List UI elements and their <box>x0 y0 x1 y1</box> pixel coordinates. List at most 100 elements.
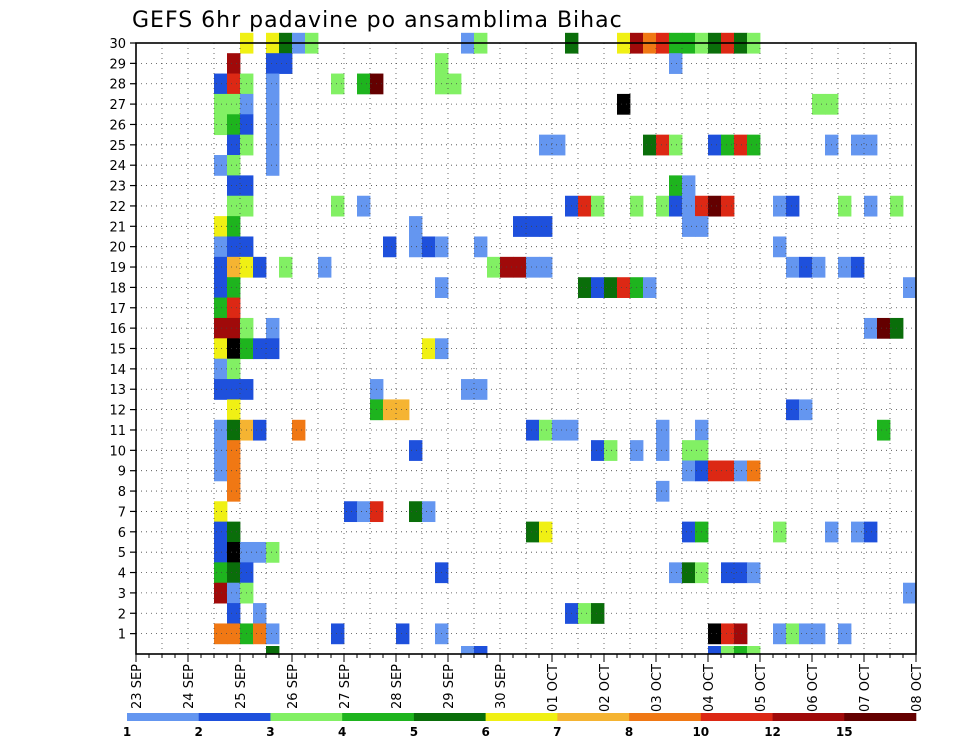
heatmap-cell <box>721 562 735 584</box>
heatmap-cell <box>656 480 670 502</box>
heatmap-cell <box>266 646 280 655</box>
colorbar-swatch <box>413 713 486 721</box>
colorbar-label: 10 <box>692 725 709 739</box>
heatmap-cell <box>864 195 878 217</box>
heatmap-cell <box>903 277 917 298</box>
heatmap-cell <box>526 419 540 441</box>
x-tick-label: 25 SEP <box>234 664 249 709</box>
heatmap-cell <box>474 379 488 400</box>
x-tick-label: 06 OCT <box>806 664 821 712</box>
heatmap-cell <box>747 646 761 655</box>
heatmap-cell <box>266 73 280 95</box>
y-tick-label: 11 <box>109 424 126 439</box>
y-tick-label: 4 <box>118 567 126 582</box>
heatmap-cell <box>578 195 592 217</box>
heatmap-cell <box>773 521 787 543</box>
heatmap-cell <box>214 501 228 523</box>
heatmap-cell <box>214 440 228 461</box>
y-tick-label: 15 <box>109 343 126 358</box>
heatmap-cell <box>214 297 228 319</box>
heatmap-cell <box>227 73 241 95</box>
heatmap-cell <box>227 358 241 380</box>
heatmap-cell <box>383 399 397 421</box>
heatmap-cell <box>227 480 241 502</box>
heatmap-cell <box>318 256 332 278</box>
heatmap-cell <box>227 379 241 400</box>
heatmap-cell <box>864 317 878 339</box>
y-tick-label: 23 <box>109 180 126 195</box>
heatmap-cell <box>422 338 436 360</box>
heatmap-cell <box>682 460 696 482</box>
heatmap-cell <box>838 195 852 217</box>
y-tick-label: 30 <box>109 37 126 52</box>
colorbar-label: 1 <box>123 725 131 739</box>
heatmap-cell <box>214 541 228 563</box>
y-tick-label: 24 <box>109 159 126 174</box>
heatmap-cell <box>214 379 228 400</box>
heatmap-cell <box>721 195 735 217</box>
heatmap-cell <box>708 460 722 482</box>
heatmap-cell <box>214 562 228 584</box>
heatmap-cell <box>422 501 436 523</box>
heatmap-cell <box>591 603 605 624</box>
heatmap-cell <box>279 256 293 278</box>
y-tick-label: 18 <box>109 281 126 296</box>
y-tick-label: 21 <box>109 220 126 235</box>
heatmap-cell <box>552 134 566 156</box>
y-tick-label: 28 <box>109 78 126 93</box>
colorbar-swatch <box>700 713 773 721</box>
heatmap-cell <box>227 155 241 176</box>
heatmap-cell <box>591 440 605 461</box>
heatmap-cell <box>851 134 865 156</box>
heatmap-cell <box>409 236 423 258</box>
y-tick-label: 25 <box>109 139 126 154</box>
heatmap-cell <box>227 53 241 74</box>
heatmap-cell <box>344 501 358 523</box>
heatmap-cell <box>721 646 735 655</box>
heatmap-cell <box>227 216 241 237</box>
heatmap-cell <box>812 93 826 115</box>
heatmap-cell <box>214 256 228 278</box>
heatmap-cell <box>864 134 878 156</box>
colorbar-swatch <box>342 713 415 721</box>
heatmap-cell <box>266 155 280 176</box>
heatmap-cell <box>734 460 748 482</box>
heatmap-cell <box>214 114 228 136</box>
heatmap-cell <box>708 623 722 645</box>
colorbar-swatch <box>844 713 917 721</box>
y-tick-label: 29 <box>109 57 126 72</box>
x-tick-label: 24 SEP <box>182 664 197 709</box>
y-tick-label: 5 <box>118 546 126 561</box>
heatmap-cell <box>812 256 826 278</box>
heatmap-cell <box>734 562 748 584</box>
heatmap-cell <box>838 256 852 278</box>
heatmap-cell <box>409 216 423 237</box>
heatmap-cell <box>487 256 501 278</box>
heatmap-cell <box>266 53 280 74</box>
heatmap-cell <box>253 541 267 563</box>
heatmap-cell <box>682 195 696 217</box>
heatmap-cell <box>266 114 280 136</box>
heatmap-cell <box>214 155 228 176</box>
heatmap-cell <box>266 134 280 156</box>
colorbar-swatch <box>127 713 200 721</box>
heatmap-cell <box>227 582 241 604</box>
heatmap-cell <box>799 623 813 645</box>
heatmap-cell <box>669 134 683 156</box>
y-tick-label: 17 <box>109 302 126 317</box>
heatmap-cell <box>227 521 241 543</box>
colorbar-swatch <box>557 713 630 721</box>
colorbar-label: 2 <box>195 725 203 739</box>
heatmap-cell <box>214 73 228 95</box>
heatmap-cell <box>227 603 241 624</box>
heatmap-cell <box>357 195 371 217</box>
heatmap-cell <box>227 399 241 421</box>
heatmap-cell <box>266 317 280 339</box>
heatmap-cell <box>617 93 631 115</box>
x-axis: 23 SEP 24 SEP 25 SEP 26 SEP 27 SEP 28 SEP 29 S… <box>130 654 925 712</box>
heatmap-cell <box>812 623 826 645</box>
heatmap-cell <box>708 646 722 655</box>
heatmap-cell <box>747 562 761 584</box>
heatmap-cell <box>552 419 566 441</box>
